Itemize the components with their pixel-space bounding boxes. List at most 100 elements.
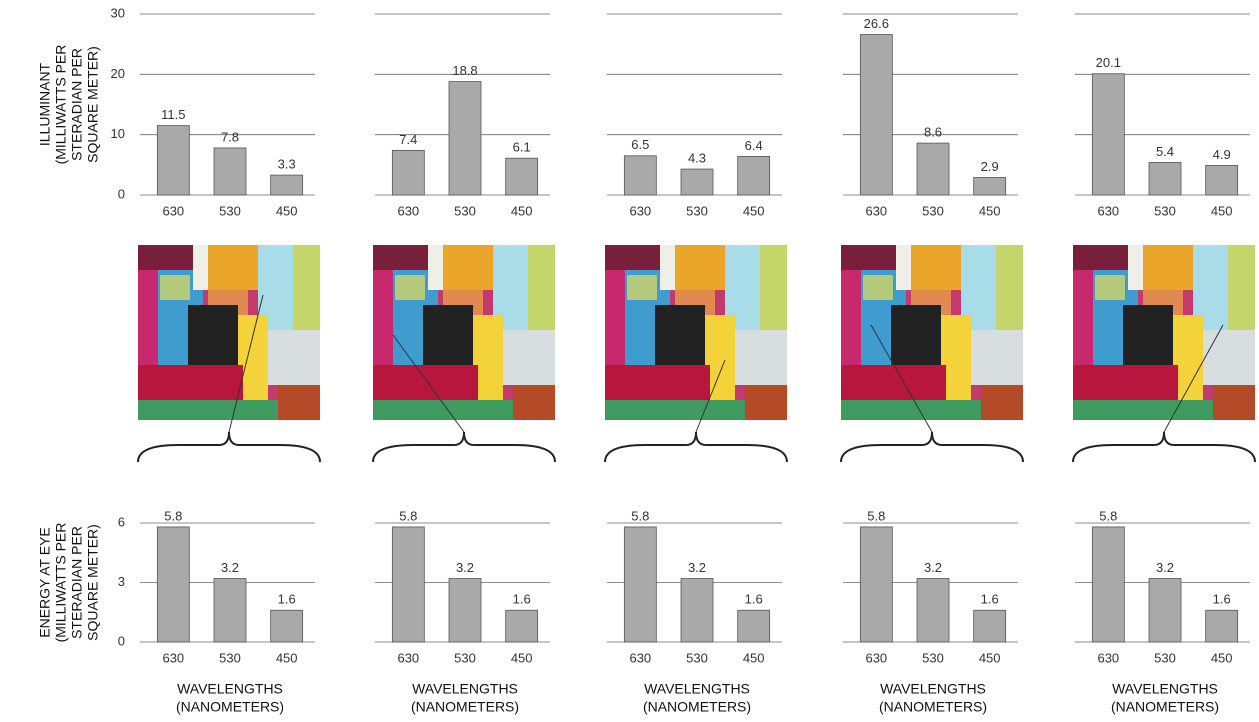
value-label: 7.4 xyxy=(399,132,417,147)
x-axis-label: (NANOMETERS) xyxy=(1111,699,1219,715)
x-axis-label: WAVELENGTHS xyxy=(412,681,518,697)
x-tick-label: 630 xyxy=(397,203,419,218)
bar xyxy=(448,578,482,643)
y-tick-label: 3 xyxy=(118,574,125,589)
bar xyxy=(156,526,190,643)
x-tick-label: 450 xyxy=(979,650,1001,665)
bar xyxy=(1148,162,1182,196)
value-label: 3.2 xyxy=(924,560,942,575)
value-label: 5.8 xyxy=(399,508,417,523)
value-label: 3.3 xyxy=(278,157,296,172)
mondrian-images xyxy=(137,245,1256,463)
x-tick-label: 450 xyxy=(979,203,1001,218)
value-label: 1.6 xyxy=(513,592,531,607)
value-label: 1.6 xyxy=(1213,592,1231,607)
brace xyxy=(137,431,321,463)
value-label: 8.6 xyxy=(924,125,942,140)
brace xyxy=(372,431,556,463)
y-tick-label: 6 xyxy=(118,514,125,529)
x-tick-label: 530 xyxy=(686,203,708,218)
x-tick-label: 450 xyxy=(1211,203,1233,218)
x-tick-label: 630 xyxy=(629,203,651,218)
value-label: 20.1 xyxy=(1096,55,1121,70)
mondrian xyxy=(373,245,555,420)
y-axis-label: STERADIAN PER xyxy=(69,48,85,161)
bar xyxy=(859,526,893,643)
value-label: 4.9 xyxy=(1213,147,1231,162)
value-label: 5.8 xyxy=(631,508,649,523)
value-label: 3.2 xyxy=(221,560,239,575)
mondrian xyxy=(605,245,787,420)
x-tick-label: 450 xyxy=(511,203,533,218)
bar xyxy=(623,155,657,196)
brace xyxy=(1072,431,1256,463)
y-axis-label: (MILLIWATTS PER xyxy=(53,45,69,165)
bar xyxy=(737,155,771,196)
bar xyxy=(270,174,304,196)
y-tick-label: 20 xyxy=(111,66,125,81)
value-label: 6.1 xyxy=(513,140,531,155)
value-label: 5.8 xyxy=(164,508,182,523)
value-label: 3.2 xyxy=(1156,560,1174,575)
value-label: 18.8 xyxy=(452,63,477,78)
bar xyxy=(505,609,539,643)
value-label: 5.8 xyxy=(867,508,885,523)
x-tick-label: 630 xyxy=(1097,203,1119,218)
bar xyxy=(680,578,714,643)
x-tick-label: 630 xyxy=(1097,650,1119,665)
bar xyxy=(1148,578,1182,643)
value-label: 2.9 xyxy=(981,159,999,174)
bar xyxy=(859,34,893,196)
x-tick-label: 630 xyxy=(162,203,184,218)
x-tick-label: 630 xyxy=(865,203,887,218)
brace xyxy=(604,431,788,463)
x-tick-label: 450 xyxy=(1211,650,1233,665)
arrow xyxy=(1163,324,1224,433)
value-label: 7.8 xyxy=(221,129,239,144)
x-axis-label: (NANOMETERS) xyxy=(411,699,519,715)
x-tick-label: 630 xyxy=(629,650,651,665)
x-axis-label: WAVELENGTHS xyxy=(177,681,283,697)
bar xyxy=(973,609,1007,643)
bar xyxy=(391,149,425,196)
value-label: 11.5 xyxy=(161,107,185,122)
x-axis-label: WAVELENGTHS xyxy=(644,681,750,697)
x-tick-label: 630 xyxy=(865,650,887,665)
y-tick-label: 30 xyxy=(111,5,125,20)
x-tick-label: 630 xyxy=(162,650,184,665)
bar xyxy=(1091,526,1125,643)
bar xyxy=(1205,165,1239,196)
y-axis-label: SQUARE METER) xyxy=(85,524,101,641)
bar xyxy=(505,157,539,196)
x-tick-label: 530 xyxy=(1154,203,1176,218)
x-tick-label: 530 xyxy=(1154,650,1176,665)
x-tick-label: 530 xyxy=(454,203,476,218)
bar xyxy=(916,142,950,196)
bar xyxy=(680,168,714,196)
y-axis-label: STERADIAN PER xyxy=(69,526,85,639)
arrow xyxy=(228,294,264,433)
x-axis-label: (NANOMETERS) xyxy=(176,699,284,715)
x-tick-label: 530 xyxy=(454,650,476,665)
bar xyxy=(213,147,247,196)
value-label: 3.2 xyxy=(456,560,474,575)
value-label: 4.3 xyxy=(688,150,706,165)
x-axis-label: (NANOMETERS) xyxy=(643,699,751,715)
arrow xyxy=(695,359,726,433)
value-label: 6.5 xyxy=(631,137,649,152)
mondrian xyxy=(841,245,1023,420)
bar xyxy=(448,81,482,196)
bar xyxy=(156,125,190,196)
value-label: 6.4 xyxy=(745,138,763,153)
bar xyxy=(391,526,425,643)
x-tick-label: 530 xyxy=(219,203,241,218)
y-axis-label: ILLUMINANT xyxy=(37,62,53,146)
value-label: 1.6 xyxy=(745,592,763,607)
x-tick-label: 530 xyxy=(922,203,944,218)
y-axis-label: ENERGY AT EYE xyxy=(37,527,53,638)
y-tick-label: 0 xyxy=(118,186,125,201)
x-tick-label: 530 xyxy=(922,650,944,665)
y-axis-label: (MILLIWATTS PER xyxy=(53,523,69,643)
bar xyxy=(213,578,247,643)
